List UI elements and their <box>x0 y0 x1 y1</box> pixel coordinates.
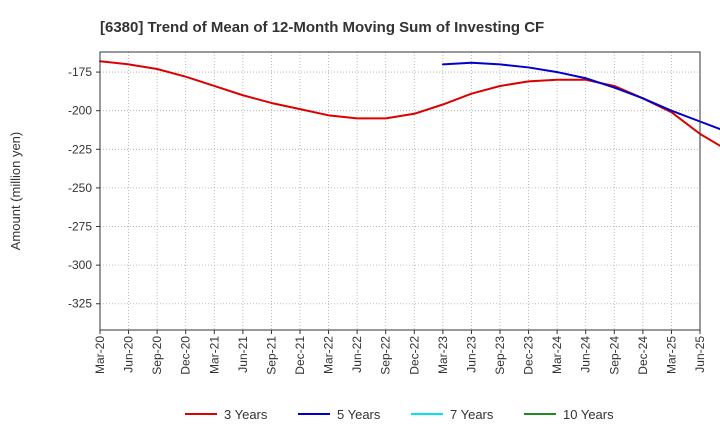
series-line-3-years <box>99 60 720 147</box>
legend-label: 5 Years <box>337 407 381 422</box>
x-tick-label: Dec-23 <box>522 336 536 375</box>
x-tick-label: Jun-22 <box>350 336 364 373</box>
x-tick-label: Jun-25 <box>693 336 707 373</box>
x-tick-label: Sep-21 <box>264 336 278 375</box>
legend: 3 Years 5 Years 7 Years 10 Years <box>185 407 614 422</box>
x-tick-label: Sep-24 <box>607 336 621 375</box>
series-line-5-years <box>441 61 720 131</box>
x-tick-label: Mar-25 <box>664 336 678 374</box>
y-tick-label: -200 <box>68 104 92 118</box>
x-tick-label: Mar-23 <box>436 336 450 374</box>
x-tick-label: Mar-22 <box>322 336 336 374</box>
x-tick-label: Jun-20 <box>122 336 136 373</box>
grid-lines <box>100 52 700 330</box>
x-tick-label: Mar-24 <box>550 336 564 374</box>
x-tick-label: Mar-20 <box>93 336 107 374</box>
x-tick-label: Dec-20 <box>179 336 193 375</box>
y-tick-label: -300 <box>68 258 92 272</box>
plot-frame <box>99 51 701 331</box>
x-tick-label: Jun-24 <box>579 336 593 373</box>
y-tick-label: -225 <box>68 142 92 156</box>
x-tick-label: Dec-21 <box>293 336 307 375</box>
y-tick-label: -325 <box>68 297 92 311</box>
y-tick-label: -250 <box>68 181 92 195</box>
y-axis-label: Amount (million yen) <box>8 132 23 251</box>
legend-label: 3 Years <box>224 407 268 422</box>
x-tick-label: Mar-21 <box>207 336 221 374</box>
legend-label: 10 Years <box>563 407 614 422</box>
x-tick-label: Sep-22 <box>379 336 393 375</box>
x-tick-label: Dec-22 <box>407 336 421 375</box>
x-tick-label: Sep-23 <box>493 336 507 375</box>
y-tick-label: -175 <box>68 65 92 79</box>
y-tick-label: -275 <box>68 220 92 234</box>
x-tick-label: Jun-21 <box>236 336 250 373</box>
x-tick-label: Sep-20 <box>150 336 164 375</box>
legend-label: 7 Years <box>450 407 494 422</box>
x-tick-label: Dec-24 <box>636 336 650 375</box>
chart-title: [6380] Trend of Mean of 12-Month Moving … <box>100 19 544 36</box>
x-tick-label: Jun-23 <box>464 336 478 373</box>
plot-area <box>100 52 700 330</box>
